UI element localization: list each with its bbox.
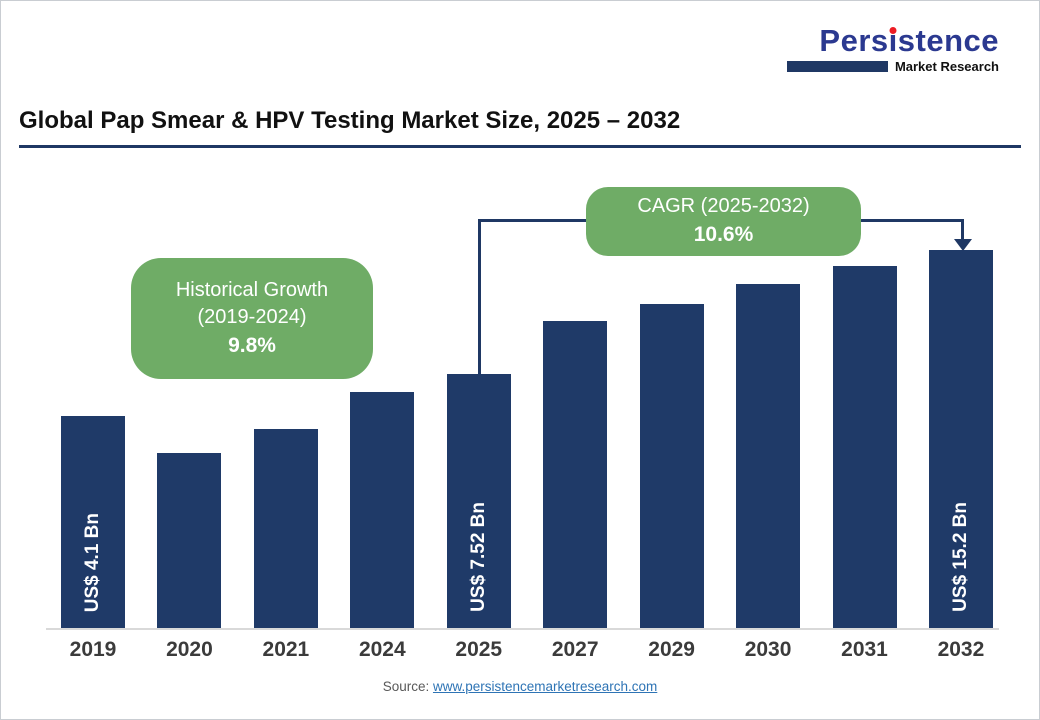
bar-2032: US$ 15.2 Bn (928, 250, 993, 628)
year-label-2024: 2024 (358, 638, 406, 661)
title-underline (19, 145, 1021, 148)
brand-tagline-row: Market Research (787, 59, 999, 74)
brand-suffix: stence (897, 23, 999, 58)
bar-2020 (157, 453, 222, 628)
bar-value-label-2025: US$ 7.52 Bn (467, 502, 489, 612)
cagr-value: 10.6% (693, 223, 754, 247)
bar-value-label-2019: US$ 4.1 Bn (82, 512, 103, 612)
x-axis-line (46, 628, 999, 630)
brand-red-dot-i: ı (888, 23, 898, 58)
brand-logo: Persıstence Market Research (787, 25, 999, 74)
brand-wordmark: Persıstence (787, 25, 999, 56)
bar-column-2030 (736, 284, 801, 628)
bar-2019: US$ 4.1 Bn (61, 416, 125, 628)
bar-column-2024 (350, 392, 415, 628)
bar-2021 (253, 429, 318, 628)
historical-growth-line1: Historical Growth (175, 278, 329, 301)
bar-value-label-2032: US$ 15.2 Bn (949, 502, 971, 612)
cagr-callout: CAGR (2025-2032) 10.6% (586, 187, 861, 256)
connector-arrowhead-icon (954, 239, 972, 251)
bar-2030 (736, 284, 801, 628)
brand-prefix: Pers (819, 23, 889, 58)
bar-2029 (639, 304, 704, 628)
x-axis-labels: 2019 2020 2021 2024 2025 2027 2029 2030 2031 2032 (61, 638, 993, 662)
logo-bar (787, 61, 888, 72)
bar-column-2027 (543, 321, 608, 628)
bar-column-2019: US$ 4.1 Bn (61, 416, 125, 628)
source-line: Source: www.persistencemarketresearch.co… (1, 679, 1039, 694)
bar-2025: US$ 7.52 Bn (446, 374, 511, 628)
bar-2027 (543, 321, 608, 628)
historical-growth-line2: (2019-2024) (197, 305, 307, 328)
page-title: Global Pap Smear & HPV Testing Market Si… (19, 107, 681, 134)
brand-tagline: Market Research (894, 59, 999, 74)
year-label-2031: 2031 (841, 638, 888, 661)
bar-2024 (350, 392, 415, 628)
connector-vertical-right (961, 219, 964, 240)
historical-growth-value: 9.8% (228, 333, 276, 357)
year-label-2029: 2029 (648, 638, 695, 661)
source-link[interactable]: www.persistencemarketresearch.com (432, 679, 658, 694)
source-label: Source: (382, 679, 433, 694)
bar-column-2031 (832, 266, 897, 628)
bar-column-2025: US$ 7.52 Bn (446, 374, 511, 628)
bar-column-2029 (639, 304, 704, 628)
bar-column-2032: US$ 15.2 Bn (928, 250, 993, 628)
year-label-2027: 2027 (551, 638, 599, 661)
bar-2031 (832, 266, 897, 628)
historical-growth-callout: Historical Growth (2019-2024) 9.8% (131, 258, 373, 379)
year-label-2032: 2032 (937, 638, 985, 661)
year-label-2019: 2019 (69, 638, 117, 661)
connector-vertical-left (478, 219, 481, 374)
bar-column-2020 (157, 453, 222, 628)
plot-area: US$ 4.1 Bn US$ 7.52 Bn US$ 15.2 Bn (61, 228, 993, 628)
cagr-line1: CAGR (2025-2032) (637, 195, 810, 218)
year-label-2030: 2030 (744, 638, 792, 661)
bar-chart: Historical Growth (2019-2024) 9.8% CAGR … (1, 151, 1039, 671)
bar-column-2021 (253, 429, 318, 628)
year-label-2025: 2025 (455, 638, 503, 661)
year-label-2020: 2020 (166, 638, 213, 661)
year-label-2021: 2021 (262, 638, 310, 661)
